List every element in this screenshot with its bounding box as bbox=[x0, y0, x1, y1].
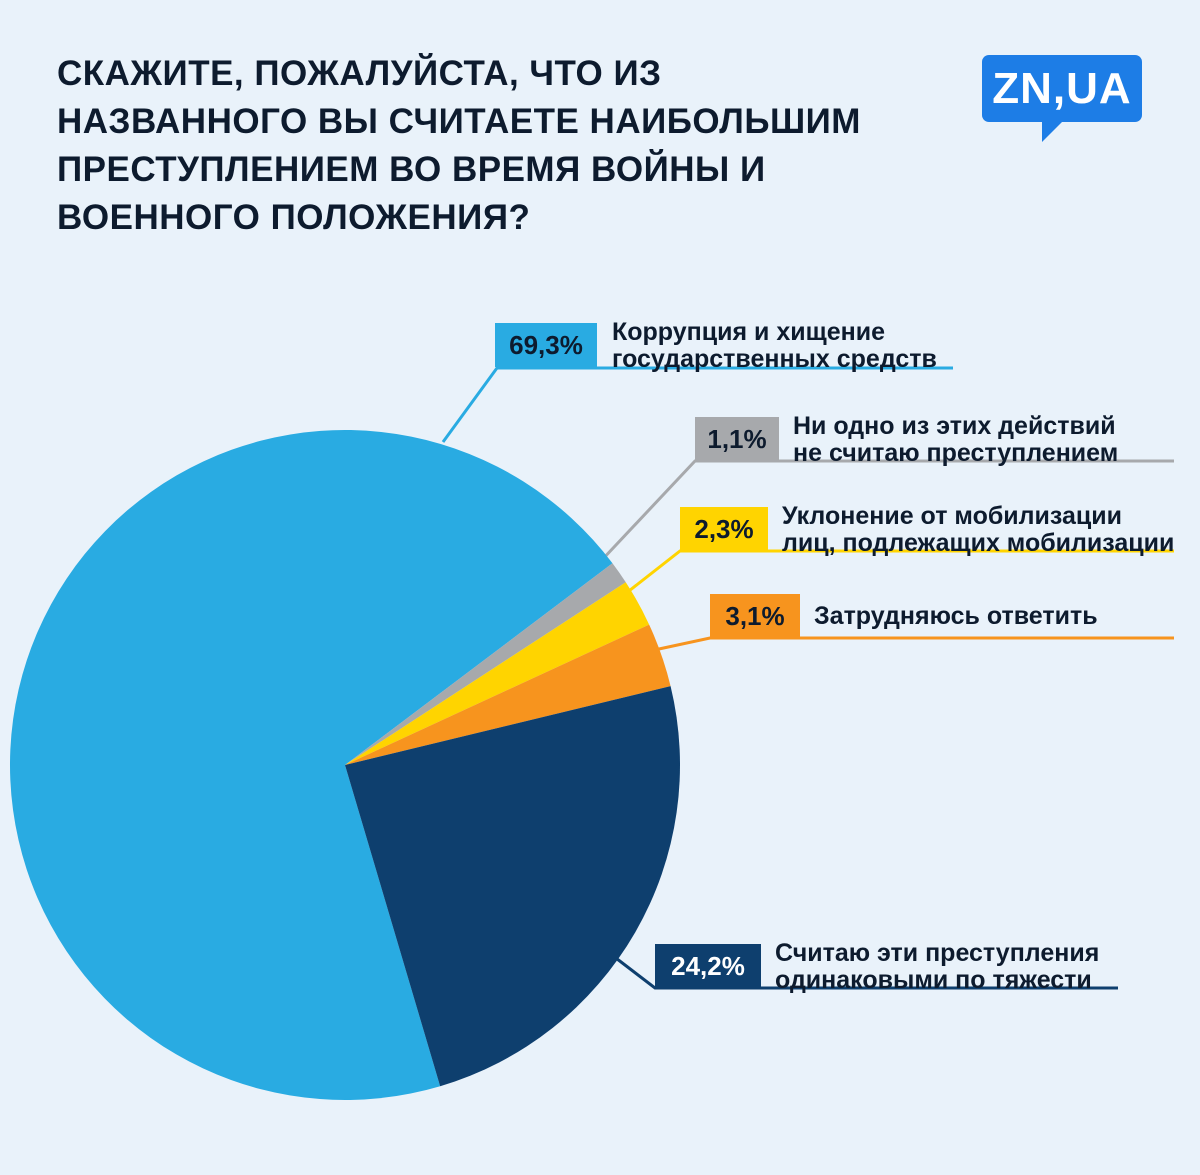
callout-label-equal-crimes: Считаю эти преступления одинаковыми по т… bbox=[775, 940, 1099, 994]
percent-badge-none: 1,1% bbox=[695, 417, 779, 461]
callout-label-undecided: Затрудняюсь ответить bbox=[814, 603, 1098, 630]
znua-logo-tail bbox=[1042, 120, 1064, 142]
title-line: НАЗВАННОГО ВЫ СЧИТАЕТЕ НАИБОЛЬШИМ bbox=[57, 102, 861, 141]
callout-label-line: Считаю эти преступления bbox=[775, 939, 1100, 967]
callout-label-line: Коррупция и хищение bbox=[612, 318, 885, 346]
title-line: СКАЖИТЕ, ПОЖАЛУЙСТА, ЧТО ИЗ bbox=[57, 54, 662, 93]
callout-label-line: Ни одно из этих действий bbox=[793, 412, 1116, 440]
callout-connector-line bbox=[607, 950, 1118, 990]
callout-label-line: лиц, подлежащих мобилизации bbox=[782, 529, 1175, 557]
callout-label-mobilization-evasion: Уклонение от мобилизации лиц, подлежащих… bbox=[782, 503, 1174, 557]
callout-label-line: Затрудняюсь ответить bbox=[814, 602, 1098, 630]
title-line: ПРЕСТУПЛЕНИЕМ ВО ВРЕМЯ ВОЙНЫ И bbox=[57, 150, 766, 189]
callout-label-line: Уклонение от мобилизации bbox=[782, 502, 1123, 530]
callout-connector-line bbox=[644, 636, 1174, 654]
pie-slice bbox=[345, 582, 650, 765]
callout-label-line: одинаковыми по тяжести bbox=[775, 966, 1092, 994]
callout-label-line: не считаю преступлением bbox=[793, 439, 1119, 467]
znua-logo: ZN,UA bbox=[982, 55, 1142, 122]
callout-connector-line bbox=[441, 366, 953, 443]
title-line: ВОЕННОГО ПОЛОЖЕНИЯ? bbox=[57, 198, 531, 237]
callout-label-line: государственных средств bbox=[612, 345, 937, 373]
callout-label-none: Ни одно из этих действий не считаю прест… bbox=[793, 413, 1118, 467]
callout-connector-line bbox=[619, 549, 1174, 600]
pie-slice bbox=[345, 686, 681, 1087]
pie-slice bbox=[9, 429, 613, 1100]
callout-label-corruption: Коррупция и хищение государственных сред… bbox=[612, 319, 937, 373]
pie-slice bbox=[345, 624, 671, 765]
percent-badge-mobilization-evasion: 2,3% bbox=[680, 507, 768, 551]
page-title: СКАЖИТЕ, ПОЖАЛУЙСТА, ЧТО ИЗ НАЗВАННОГО В… bbox=[57, 50, 937, 242]
pie-slice bbox=[345, 563, 626, 765]
percent-badge-corruption: 69,3% bbox=[495, 323, 597, 367]
callout-connector-line bbox=[598, 459, 1174, 564]
percent-badge-equal-crimes: 24,2% bbox=[655, 944, 761, 988]
percent-badge-undecided: 3,1% bbox=[710, 594, 800, 638]
